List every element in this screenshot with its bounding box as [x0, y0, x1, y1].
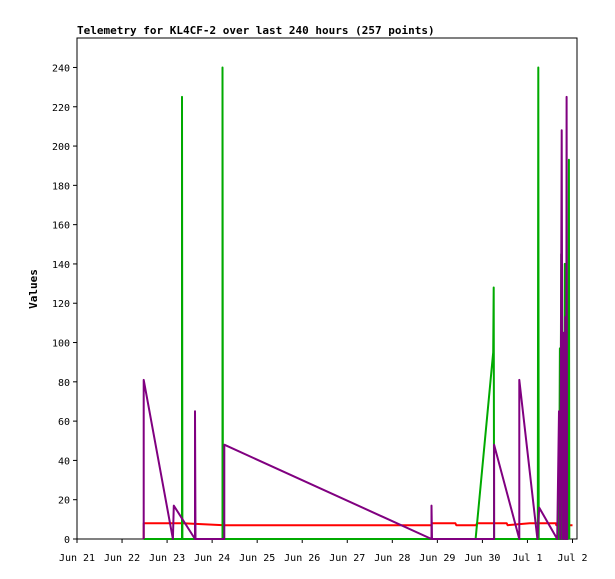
x-tick-label: Jun 22	[104, 553, 140, 564]
x-axis: Jun 21 Jun 22 Jun 23 Jun 24 Jun 25 Jun 26 Jun …	[59, 539, 588, 564]
y-tick-label: 120	[52, 299, 70, 310]
y-tick-label: 40	[58, 456, 70, 467]
x-tick-label: Jun 27	[329, 553, 365, 564]
x-tick-label: Jun 25	[239, 553, 275, 564]
plot-area	[76, 37, 578, 540]
series-line-1	[142, 522, 573, 539]
y-tick-label: 140	[52, 260, 70, 271]
chart-title: Telemetry for KL4CF-2 over last 240 hour…	[77, 24, 435, 37]
series-line-3	[142, 95, 569, 540]
y-tick-label: 0	[64, 535, 70, 546]
y-tick-label: 100	[52, 339, 70, 350]
y-tick-label: 200	[52, 142, 70, 153]
y-tick-label: 60	[58, 417, 70, 428]
y-tick-label: 220	[52, 103, 70, 114]
y-tick-label: 180	[52, 181, 70, 192]
y-axis: 0 20 40 60 80 100 120 140 160 180 200 220 240	[52, 63, 77, 546]
y-tick-label: 160	[52, 221, 70, 232]
x-tick-label: Jul 2	[557, 553, 587, 564]
x-tick-label: Jun 23	[149, 553, 185, 564]
series-line-2	[143, 66, 571, 540]
y-tick-label: 240	[52, 63, 70, 74]
x-tick-label: Jul 1	[512, 553, 542, 564]
y-tick-label: 80	[58, 378, 70, 389]
x-tick-label: Jun 26	[284, 553, 320, 564]
y-tick-label: 20	[58, 496, 70, 507]
series-layer	[142, 66, 573, 540]
x-tick-label: Jun 28	[374, 553, 410, 564]
x-tick-label: Jun 30	[464, 553, 500, 564]
x-tick-label: Jun 24	[194, 553, 230, 564]
y-axis-label: Values	[27, 269, 40, 309]
x-tick-label: Jun 29	[419, 553, 455, 564]
x-tick-label: Jun 21	[59, 553, 95, 564]
